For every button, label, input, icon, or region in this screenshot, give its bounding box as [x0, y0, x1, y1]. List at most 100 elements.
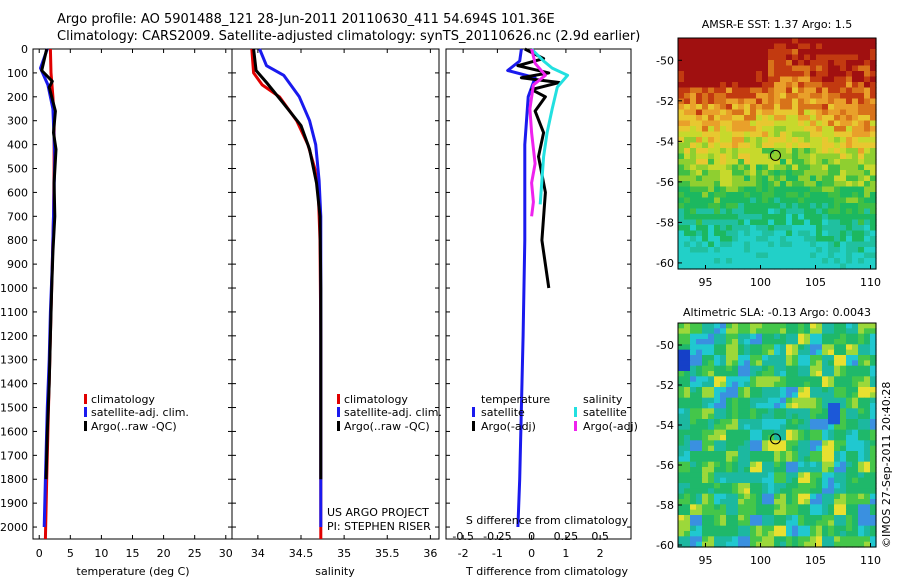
map-cell — [816, 445, 823, 452]
map-cell — [840, 504, 847, 511]
map-cell — [732, 71, 739, 78]
map-cell — [684, 236, 691, 243]
map-cell — [840, 461, 847, 468]
map-cell — [720, 197, 727, 204]
map-cell — [846, 435, 853, 441]
map-cell — [810, 197, 817, 204]
map-cell — [846, 499, 853, 505]
map-cell — [810, 236, 817, 243]
map-cell — [804, 263, 811, 270]
map-cell — [720, 87, 727, 94]
map-cell — [786, 387, 793, 393]
map-cell — [816, 164, 823, 171]
map-cell — [678, 109, 685, 116]
map-cell — [684, 71, 691, 78]
map-cell — [720, 333, 727, 340]
map-cell — [828, 483, 835, 489]
map-cell — [786, 43, 793, 50]
map-cell — [792, 263, 799, 270]
map-cell — [870, 126, 877, 133]
legend-label: Argo(..raw -QC) — [91, 420, 177, 433]
map-cell — [762, 109, 769, 116]
map-cell — [774, 387, 781, 393]
y-tick-label: 900 — [7, 258, 28, 271]
map-cell — [870, 435, 877, 441]
map-cell — [726, 451, 733, 457]
map-cell — [822, 148, 829, 155]
map-cell — [846, 349, 853, 356]
map-cell — [690, 403, 697, 409]
map-cell — [756, 445, 763, 452]
map-cell — [834, 360, 841, 367]
map-cell — [726, 536, 733, 543]
map-cell — [684, 328, 691, 335]
map-cell — [774, 76, 781, 83]
map-cell — [870, 76, 877, 83]
map-cell — [780, 109, 787, 116]
map-cell — [870, 499, 877, 505]
map-cell — [714, 456, 721, 463]
map-cell — [780, 241, 787, 248]
map-cell — [798, 451, 805, 457]
map-cell — [708, 408, 715, 415]
legend-title-temperature: temperature — [481, 393, 550, 406]
map-cell — [780, 499, 787, 505]
map-cell — [726, 87, 733, 94]
map-cell — [744, 333, 751, 340]
map-cell — [684, 413, 691, 420]
map-cell — [684, 360, 691, 367]
map-cell — [708, 98, 715, 105]
map-cell — [840, 472, 847, 479]
map-cell — [768, 349, 775, 356]
map-cell — [732, 126, 739, 133]
map-cell — [708, 429, 715, 436]
map-cell — [810, 192, 817, 199]
map-cell — [744, 214, 751, 221]
map-cell — [738, 236, 745, 243]
map-cell — [810, 120, 817, 127]
map-cell — [768, 408, 775, 415]
map-cell — [744, 54, 751, 61]
map-cell — [822, 531, 829, 537]
map-cell — [678, 499, 685, 505]
map-cell — [708, 509, 715, 516]
map-cell — [846, 525, 853, 532]
map-cell — [726, 349, 733, 356]
map-cell — [684, 170, 691, 177]
map-cell — [852, 49, 859, 56]
y-tick-label: 500 — [7, 163, 28, 176]
map-cell — [810, 349, 817, 356]
map-cell — [792, 148, 799, 155]
map-cell — [834, 247, 841, 254]
map-cell — [720, 344, 727, 351]
map-cell — [756, 236, 763, 243]
map-cell — [720, 472, 727, 479]
map-cell — [804, 472, 811, 479]
map-cell — [690, 467, 697, 473]
map-cell — [792, 456, 799, 463]
map-cell — [840, 440, 847, 447]
map-cell — [846, 49, 853, 56]
map-cell — [846, 170, 853, 177]
map-cell — [852, 376, 859, 383]
map-cell — [756, 49, 763, 56]
map-cell — [816, 43, 823, 50]
map-cell — [690, 197, 697, 204]
map-cell — [798, 159, 805, 166]
map-cell — [834, 164, 841, 171]
map-cell — [792, 104, 799, 111]
map-cell — [840, 488, 847, 495]
map-cell — [864, 164, 871, 171]
map-cell — [774, 153, 781, 160]
map-cell — [798, 43, 805, 50]
map-cell — [798, 392, 805, 399]
map-cell — [774, 252, 781, 259]
map-cell — [762, 87, 769, 94]
map-cell — [678, 49, 685, 56]
map-cell — [792, 424, 799, 431]
map-cell — [780, 175, 787, 182]
map-cell — [732, 461, 739, 468]
map-cell — [678, 504, 685, 511]
map-cell — [756, 76, 763, 83]
map-cell — [708, 65, 715, 72]
